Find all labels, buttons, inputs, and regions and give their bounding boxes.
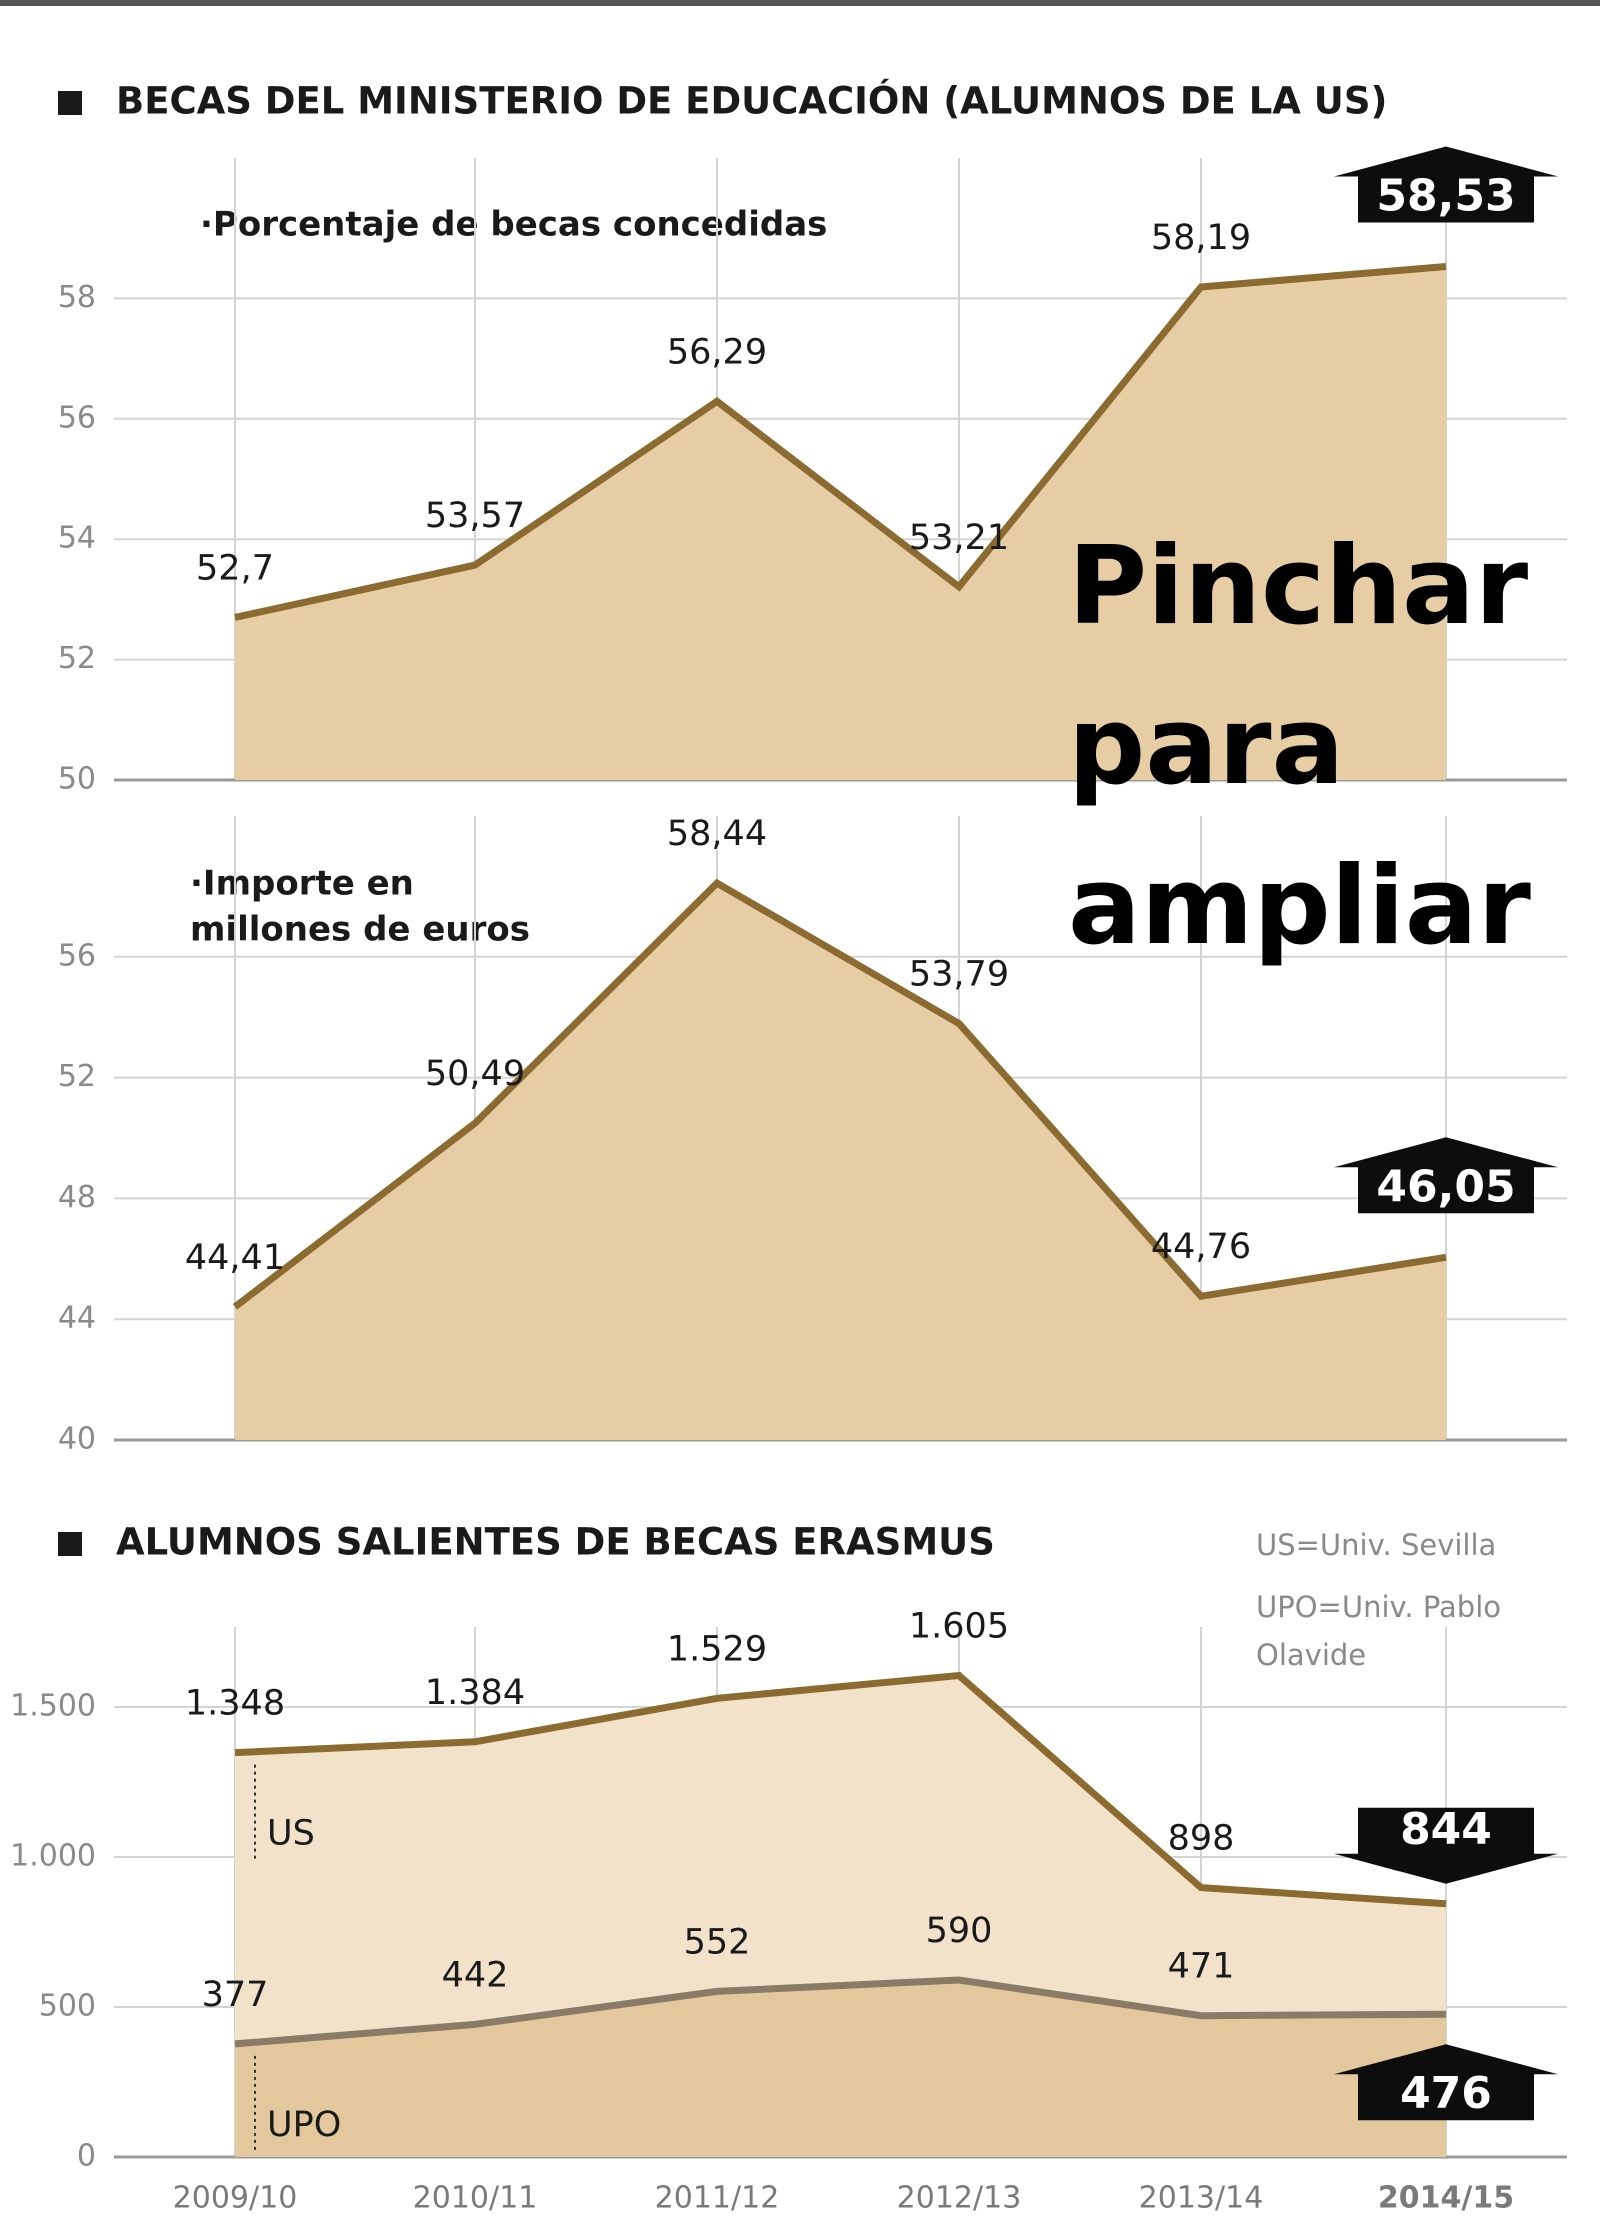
y-tick-label: 58 — [58, 280, 96, 315]
highlight-box — [1334, 2044, 1558, 2121]
value-label: 1.348 — [185, 1684, 285, 1724]
header-bullet — [58, 91, 82, 115]
y-tick-label: 50 — [58, 762, 96, 797]
section-title: BECAS DEL MINISTERIO DE EDUCACIÓN (ALUMN… — [116, 79, 1387, 123]
overlay-text: para — [1068, 684, 1344, 809]
value-label: 52,7 — [196, 548, 274, 588]
value-label: 590 — [926, 1911, 993, 1951]
y-tick-label: 44 — [58, 1301, 96, 1336]
note: US=Univ. Sevilla — [1256, 1528, 1496, 1562]
y-tick-label: 56 — [58, 938, 96, 973]
value-label: 377 — [202, 1975, 269, 2015]
overlay-text: ampliar — [1068, 844, 1531, 969]
line — [234, 1976, 1447, 2048]
area — [235, 883, 1446, 1440]
y-tick-label: 54 — [58, 521, 96, 556]
y-tick-label: 52 — [58, 641, 96, 676]
value-label: 50,49 — [425, 1054, 525, 1094]
highlight-box — [1334, 146, 1558, 223]
x-tick-label: 2014/15 — [1378, 2181, 1514, 2216]
subtitle: millones de euros — [190, 910, 530, 950]
x-tick-label: 2012/13 — [897, 2181, 1022, 2216]
x-tick-label: 2013/14 — [1139, 2181, 1264, 2216]
value-label: 1.384 — [425, 1673, 525, 1713]
value-label: 898 — [1168, 1819, 1235, 1859]
value-label: 442 — [442, 1955, 509, 1995]
x-tick-label: 2009/10 — [173, 2181, 298, 2216]
series-label: US — [267, 1814, 315, 1854]
area — [235, 1980, 1446, 2157]
note: UPO=Univ. Pablo — [1256, 1590, 1501, 1624]
y-tick-label: 56 — [58, 400, 96, 435]
y-tick-label: 52 — [58, 1059, 96, 1094]
value-label: 44,76 — [1151, 1227, 1251, 1267]
value-label: 53,79 — [909, 955, 1009, 995]
x-tick-label: 2010/11 — [413, 2181, 538, 2216]
series-label: UPO — [267, 2105, 341, 2145]
y-tick-label: 0 — [77, 2139, 96, 2174]
value-label: 53,21 — [909, 518, 1009, 558]
highlight-label: 58,53 — [1376, 170, 1515, 221]
value-label: 44,41 — [185, 1238, 285, 1278]
y-tick-label: 1.500 — [10, 1689, 96, 1724]
value-label: 58,44 — [667, 814, 767, 854]
y-tick-label: 40 — [58, 1422, 96, 1457]
line — [234, 263, 1447, 621]
value-label: 56,29 — [667, 332, 767, 372]
highlight-label: 46,05 — [1376, 1161, 1515, 1212]
line — [234, 1671, 1447, 1908]
note: Olavide — [1256, 1638, 1366, 1672]
section-title: ALUMNOS SALIENTES DE BECAS ERASMUS — [116, 1521, 995, 1564]
value-label: 552 — [684, 1922, 751, 1962]
y-tick-label: 500 — [39, 1989, 96, 2024]
value-label: 1.529 — [667, 1629, 767, 1669]
highlight-label: 476 — [1400, 2068, 1492, 2119]
value-label: 1.605 — [909, 1607, 1009, 1647]
highlight-box — [1334, 1137, 1558, 1214]
value-label: 58,19 — [1151, 218, 1251, 258]
area — [235, 266, 1446, 780]
overlay-text: Pinchar — [1068, 524, 1528, 649]
subtitle: ·Importe en — [190, 864, 414, 904]
value-label: 471 — [1168, 1947, 1235, 1987]
value-label: 53,57 — [425, 496, 525, 536]
y-tick-label: 48 — [58, 1180, 96, 1215]
x-tick-label: 2011/12 — [655, 2181, 780, 2216]
header-bullet — [58, 1532, 82, 1556]
y-tick-label: 1.000 — [10, 1839, 96, 1874]
line — [232, 878, 1447, 1310]
top-border — [0, 0, 1600, 6]
subtitle: ·Porcentaje de becas concedidas — [200, 205, 827, 245]
highlight-label: 844 — [1400, 1804, 1492, 1855]
highlight-box — [1334, 1807, 1558, 1884]
